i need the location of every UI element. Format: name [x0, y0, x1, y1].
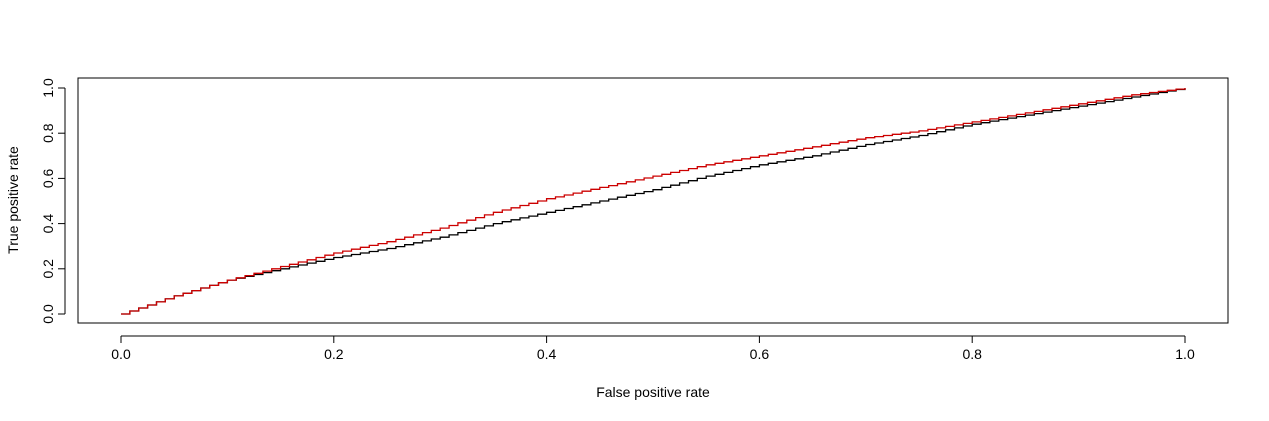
y-tick-label: 0.2: [40, 259, 56, 279]
y-tick-label: 0.0: [40, 304, 56, 324]
x-tick-label: 0.8: [962, 346, 982, 362]
x-axis: 0.0 0.2 0.4 0.6 0.8 1.0: [111, 335, 1195, 362]
y-axis: 0.0 0.2 0.4 0.6 0.8 1.0: [40, 78, 66, 324]
y-tick-label: 0.4: [40, 214, 56, 234]
y-tick-label: 0.6: [40, 168, 56, 188]
y-tick-label: 0.8: [40, 123, 56, 143]
x-tick-label: 0.2: [324, 346, 344, 362]
x-axis-title: False positive rate: [596, 384, 710, 400]
plot-frame: [77, 77, 1229, 324]
roc-curve-red: [121, 88, 1186, 315]
x-tick-label: 0.0: [111, 346, 131, 362]
series-layer: [121, 88, 1186, 315]
x-tick-label: 0.6: [750, 346, 770, 362]
y-axis-title: True positive rate: [5, 146, 21, 254]
roc-curve-black: [121, 88, 1186, 315]
x-tick-label: 1.0: [1175, 346, 1195, 362]
x-tick-label: 0.4: [537, 346, 557, 362]
y-tick-label: 1.0: [40, 78, 56, 98]
